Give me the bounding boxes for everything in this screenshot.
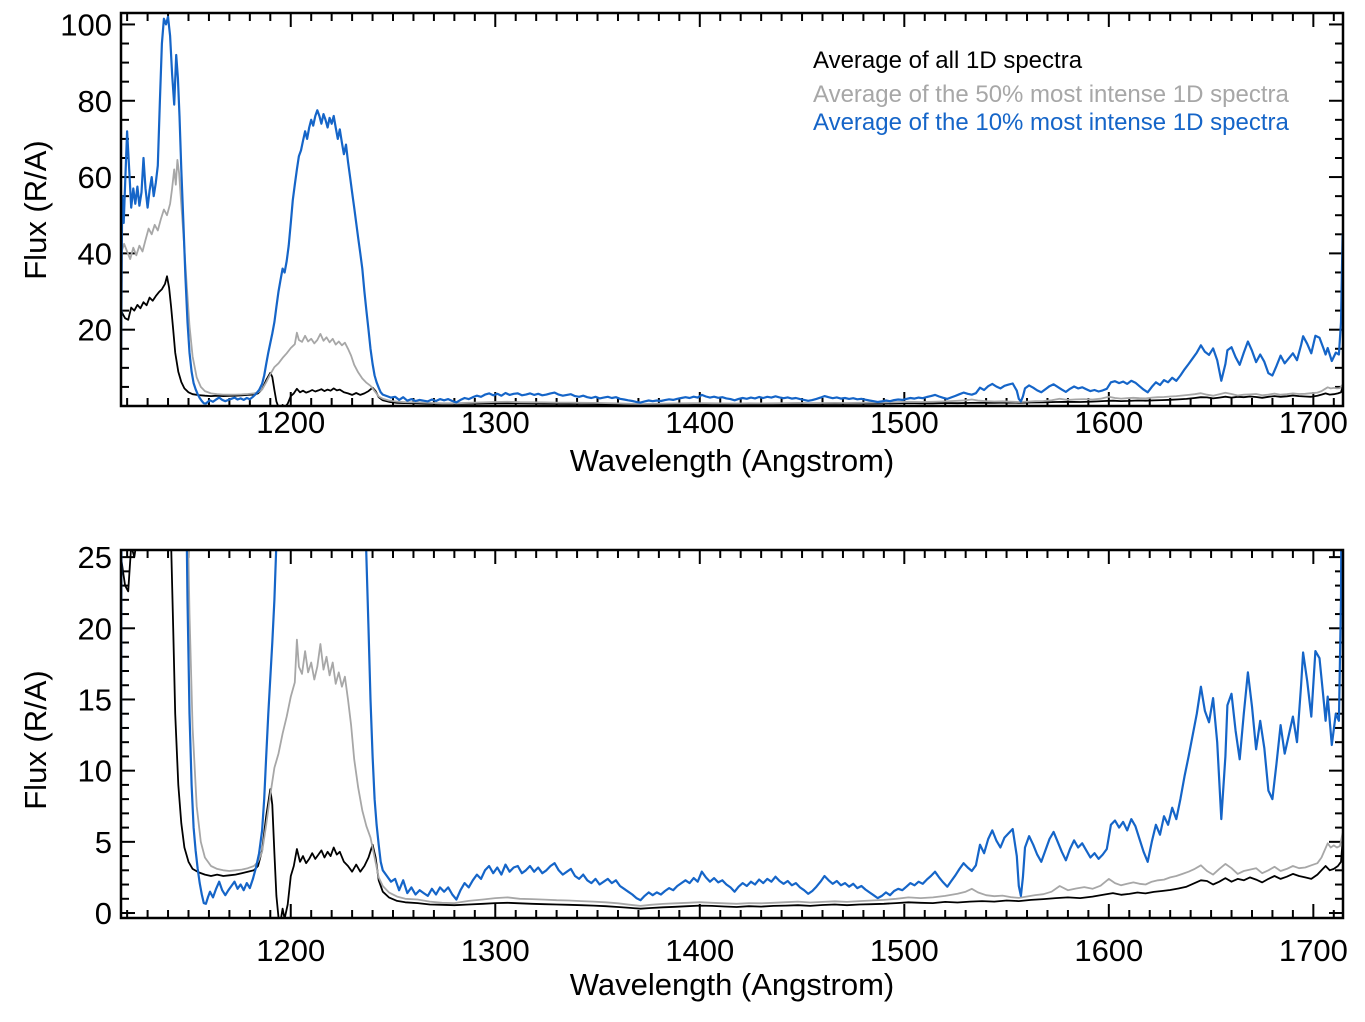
x-tick-label: 1600 <box>1074 405 1143 440</box>
y-tick-label: 20 <box>78 611 112 646</box>
y-axis-title-top: Flux (R/A) <box>18 140 53 280</box>
y-tick-label: 10 <box>78 754 112 789</box>
y-tick-label: 80 <box>78 84 112 119</box>
curve-top-series-0 <box>121 275 1343 406</box>
x-tick-label: 1300 <box>461 405 530 440</box>
x-tick-label: 1700 <box>1279 405 1348 440</box>
curve-top-series-2 <box>121 15 1343 405</box>
x-axis-title-bottom: Wavelength (Angstrom) <box>569 967 895 1002</box>
x-tick-label: 1600 <box>1074 933 1143 968</box>
legend-entry-10pct-spectra: Average of the 10% most intense 1D spect… <box>813 109 1289 136</box>
curve-bottom-series-1 <box>187 550 1343 907</box>
plot-frame-top <box>119 11 1345 408</box>
x-tick-label: 1200 <box>256 405 325 440</box>
x-tick-label: 1700 <box>1279 933 1348 968</box>
plot-top: 1200 1300 1400 1500 1600 1700 20 40 60 80 100 <box>60 7 1348 440</box>
curve-top-series-1 <box>121 158 1343 406</box>
y-tick-label: 60 <box>78 160 112 195</box>
y-tick-label: 40 <box>78 236 112 271</box>
y-axis-title-bottom: Flux (R/A) <box>18 670 53 810</box>
y-tick-label: 5 <box>95 825 112 860</box>
x-tick-label: 1500 <box>870 933 939 968</box>
x-tick-label: 1400 <box>665 405 734 440</box>
x-tick-label: 1400 <box>665 933 734 968</box>
legend-entry-all-spectra: Average of all 1D spectra <box>813 47 1083 74</box>
plot-bottom: 1200 1300 1400 1500 1600 1700 0 5 10 15 20 25 <box>78 540 1348 968</box>
y-tick-label: 0 <box>95 896 112 931</box>
x-axis-title-top: Wavelength (Angstrom) <box>569 443 895 478</box>
curve-bottom-series-2 <box>121 550 1343 905</box>
y-tick-label: 100 <box>60 7 112 42</box>
x-tick-label: 1200 <box>256 933 325 968</box>
plot-frame-bottom <box>119 548 1345 920</box>
legend-entry-50pct-spectra: Average of the 50% most intense 1D spect… <box>813 81 1289 108</box>
curve-bottom-series-0 <box>121 550 1343 918</box>
y-tick-label: 15 <box>78 682 112 717</box>
x-tick-label: 1300 <box>461 933 530 968</box>
y-tick-label: 20 <box>78 313 112 348</box>
x-tick-label: 1500 <box>870 405 939 440</box>
y-tick-label: 25 <box>78 540 112 575</box>
